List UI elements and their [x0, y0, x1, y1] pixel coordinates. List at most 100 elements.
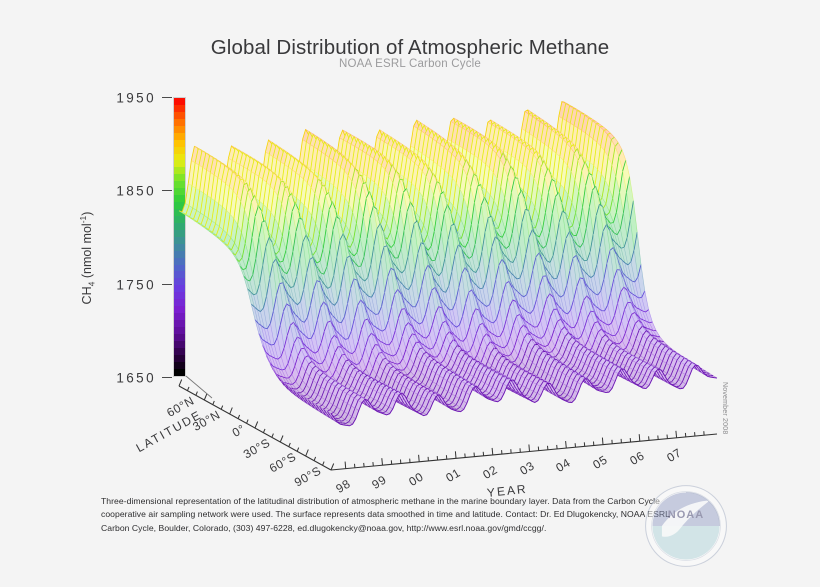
- surface-latitude-line: [250, 224, 638, 313]
- colorbar-band: [174, 132, 185, 140]
- colorbar-band: [174, 222, 185, 230]
- colorbar-band: [174, 167, 185, 175]
- colorbar-band: [174, 202, 185, 209]
- surface-latitude-line: [205, 117, 592, 230]
- colorbar-band: [174, 104, 185, 112]
- colorbar-band: [174, 98, 185, 105]
- caption-line: cooperative air sampling network were us…: [101, 509, 670, 520]
- surface-latitude-line: [247, 200, 634, 296]
- year-tick-label: 01: [443, 465, 464, 486]
- page-subtitle: NOAA ESRL Carbon Cycle: [338, 58, 482, 70]
- colorbar-band: [174, 229, 185, 237]
- colorbar-band: [174, 306, 185, 314]
- colorbar-band: [174, 111, 185, 119]
- colorbar-band: [174, 347, 185, 355]
- colorbar-band: [174, 195, 185, 203]
- colorbar-band: [174, 326, 185, 334]
- year-tick-label: 03: [516, 458, 537, 479]
- surface-latitude-line: [296, 343, 683, 405]
- colorbar-band: [174, 320, 185, 327]
- colorbar-tick-label: 1650: [116, 370, 156, 386]
- colorbar-band: [174, 313, 185, 320]
- colorbar-band: [174, 333, 185, 341]
- surface-latitude-line: [262, 286, 649, 360]
- colorbar-band: [174, 292, 185, 300]
- surface-latitude-line: [311, 353, 699, 415]
- date-stamp: November 2008: [721, 382, 728, 435]
- colorbar-tick: 1850: [116, 184, 172, 199]
- surface-latitude-line: [285, 334, 672, 397]
- noaa-logo: NOAA: [643, 483, 729, 569]
- surface-latitude-line: [231, 142, 619, 256]
- surface-latitude-line: [182, 103, 569, 215]
- surface-latitude-line: [243, 176, 631, 282]
- colorbar-tick-label: 1750: [116, 277, 156, 293]
- caption-line: Three-dimensional representation of the …: [101, 496, 660, 506]
- colorbar-band: [174, 209, 185, 216]
- surface-latitude-line: [300, 345, 687, 408]
- colorbar-tick-label: 1850: [116, 183, 156, 199]
- colorbar-band: [174, 160, 185, 168]
- surface-latitude-line: [315, 355, 702, 417]
- colorbar-band: [174, 299, 185, 307]
- colorbar-tick: 1650: [116, 371, 172, 386]
- colorbar-band: [174, 271, 185, 279]
- surface-latitude-line: [239, 160, 627, 271]
- year-tick-label: 06: [627, 448, 647, 469]
- colorbar-band: [174, 236, 185, 244]
- colorbar-band: [174, 354, 185, 362]
- surface-latitude-line: [269, 312, 657, 379]
- surface-latitude-line: [224, 132, 611, 246]
- colorbar-band: [174, 153, 185, 161]
- figure-caption: Three-dimensional representation of the …: [101, 495, 670, 535]
- colorbar-band: [174, 264, 185, 272]
- surface-latitude-line: [178, 101, 566, 213]
- surface-latitude-line: [304, 348, 691, 410]
- surface-latitude-line: [319, 357, 706, 420]
- colorbar-band: [174, 278, 185, 286]
- surface-latitude-line: [213, 123, 600, 236]
- colorbar-band: [174, 243, 185, 251]
- surface-latitude-line: [254, 247, 642, 330]
- colorbar-band: [174, 146, 185, 154]
- latitude-tick-label: 30°S: [241, 435, 273, 462]
- surface-latitude-line: [235, 149, 623, 262]
- colorbar-band: [174, 174, 185, 182]
- surface-latitude-line: [307, 350, 695, 413]
- surface-latitude-line: [216, 126, 603, 239]
- year-tick-label: 98: [333, 476, 353, 496]
- surface-latitude-line: [220, 129, 607, 243]
- colorbar-tick-label: 1950: [116, 90, 156, 106]
- colorbar-tick: 1950: [116, 91, 172, 106]
- surface-latitude-line: [292, 340, 680, 403]
- colorbar-band: [174, 118, 185, 126]
- colorbar-axis-label: CH4 (nmol mol-1): [78, 211, 97, 305]
- colorbar-band: [174, 139, 185, 147]
- colorbar-band: [174, 368, 185, 376]
- surface-latitude-line: [323, 360, 710, 422]
- surface-latitude-line: [228, 136, 615, 251]
- surface-latitude-line: [209, 120, 596, 233]
- colorbar-band: [174, 250, 185, 258]
- noaa-seal-icon: [645, 485, 727, 567]
- year-tick-label: 00: [406, 469, 427, 489]
- surface-latitude-line: [273, 319, 661, 385]
- colorbar-band: [174, 215, 185, 223]
- noaa-logo-text: NOAA: [667, 509, 705, 521]
- surface-latitude-line: [330, 364, 718, 427]
- caption-line: Carbon Cycle, Boulder, Colorado, (303) 4…: [101, 522, 547, 533]
- surface-latitude-line: [197, 112, 585, 225]
- colorbar: 1950 1850 1750 1650: [116, 91, 186, 386]
- year-tick-label: 07: [663, 445, 684, 465]
- colorbar-band: [174, 125, 185, 133]
- surface-latitude-line: [201, 115, 588, 228]
- surface-latitude-line: [266, 301, 653, 371]
- year-tick-label: 05: [590, 452, 611, 472]
- colorbar-band: [174, 340, 185, 348]
- colorbar-band: [174, 181, 185, 189]
- year-tick-label: 04: [553, 455, 574, 476]
- surface-latitude-line: [190, 107, 577, 220]
- surface-latitude-line: [194, 110, 581, 223]
- year-tick-label: 02: [480, 462, 500, 482]
